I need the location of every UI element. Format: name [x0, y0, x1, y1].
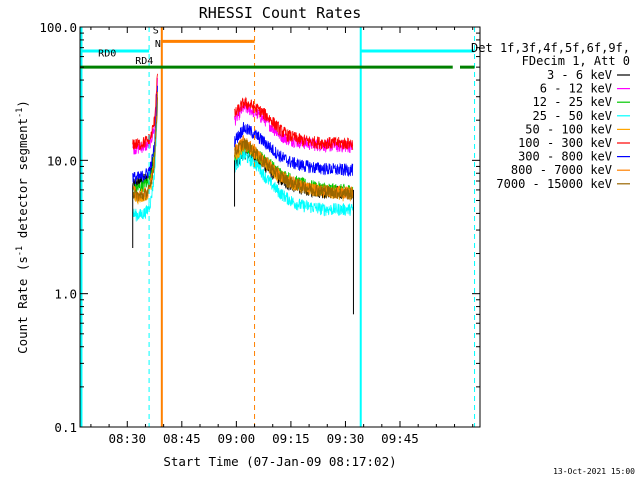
y-axis-label-sup1: -1 [15, 246, 25, 256]
state-label: S [153, 25, 159, 36]
x-tick-label: 08:30 [108, 431, 146, 446]
y-tick-label: 0.1 [54, 420, 77, 435]
y-tick-label: 10.0 [47, 153, 77, 168]
legend-header-line-1: Det 1f,3f,4f,5f,6f,9f, [471, 41, 630, 55]
state-label: RD4 [135, 56, 153, 67]
legend-entry-label: 3 - 6 keV [547, 68, 612, 82]
legend-entry-label: 50 - 100 keV [525, 122, 612, 136]
legend-entry-label: 25 - 50 keV [533, 109, 612, 123]
y-axis: 0.1 1.0 10.0 100.0 [39, 20, 480, 435]
legend-entry-label: 12 - 25 keV [533, 95, 612, 109]
x-tick-label: 09:00 [218, 431, 256, 446]
legend-entry-label: 100 - 300 keV [518, 136, 612, 150]
legend-header-line-2: FDecim 1, Att 0 [522, 54, 630, 68]
x-tick-label: 09:15 [272, 431, 310, 446]
y-axis-label-main: Count Rate (s [15, 256, 30, 354]
legend-entry-label: 300 - 800 keV [518, 150, 612, 164]
legend: Det 1f,3f,4f,5f,6f,9f, FDecim 1, Att 0 3… [471, 41, 630, 191]
x-tick-label: 08:45 [163, 431, 201, 446]
x-axis: 08:30 08:45 09:00 09:15 09:30 09:45 [90, 27, 474, 446]
chart-title: RHESSI Count Rates [199, 4, 362, 22]
series-line [234, 121, 354, 177]
series-layer [132, 73, 354, 315]
plot-frame [79, 26, 481, 428]
y-axis-label: Count Rate (s-1 detector segment-1) [15, 100, 30, 354]
x-tick-label: 09:30 [327, 431, 365, 446]
state-label: N [155, 39, 161, 50]
legend-entry-label: 800 - 7000 keV [511, 163, 612, 177]
y-axis-label-mid: detector segment [15, 118, 30, 246]
state-label: RD0 [98, 49, 116, 60]
y-tick-label: 1.0 [54, 287, 77, 302]
series-line [132, 102, 158, 222]
y-axis-label-sup2: -1 [15, 108, 25, 118]
x-tick-label: 09:45 [381, 431, 419, 446]
y-tick-label: 100.0 [39, 20, 77, 35]
legend-entry-label: 6 - 12 keV [540, 82, 612, 96]
state-bars-layer: RD0 RD4 SN [80, 25, 476, 427]
series-line [132, 73, 158, 151]
series-line [234, 96, 354, 151]
series-line [234, 137, 354, 200]
y-axis-label-end: ) [15, 100, 30, 108]
series-line [132, 97, 158, 202]
footer-timestamp: 13-Oct-2021 15:00 [553, 467, 635, 476]
legend-entry-label: 7000 - 15000 keV [496, 177, 612, 191]
series-line [132, 85, 158, 185]
x-axis-label: Start Time (07-Jan-09 08:17:02) [163, 454, 396, 469]
